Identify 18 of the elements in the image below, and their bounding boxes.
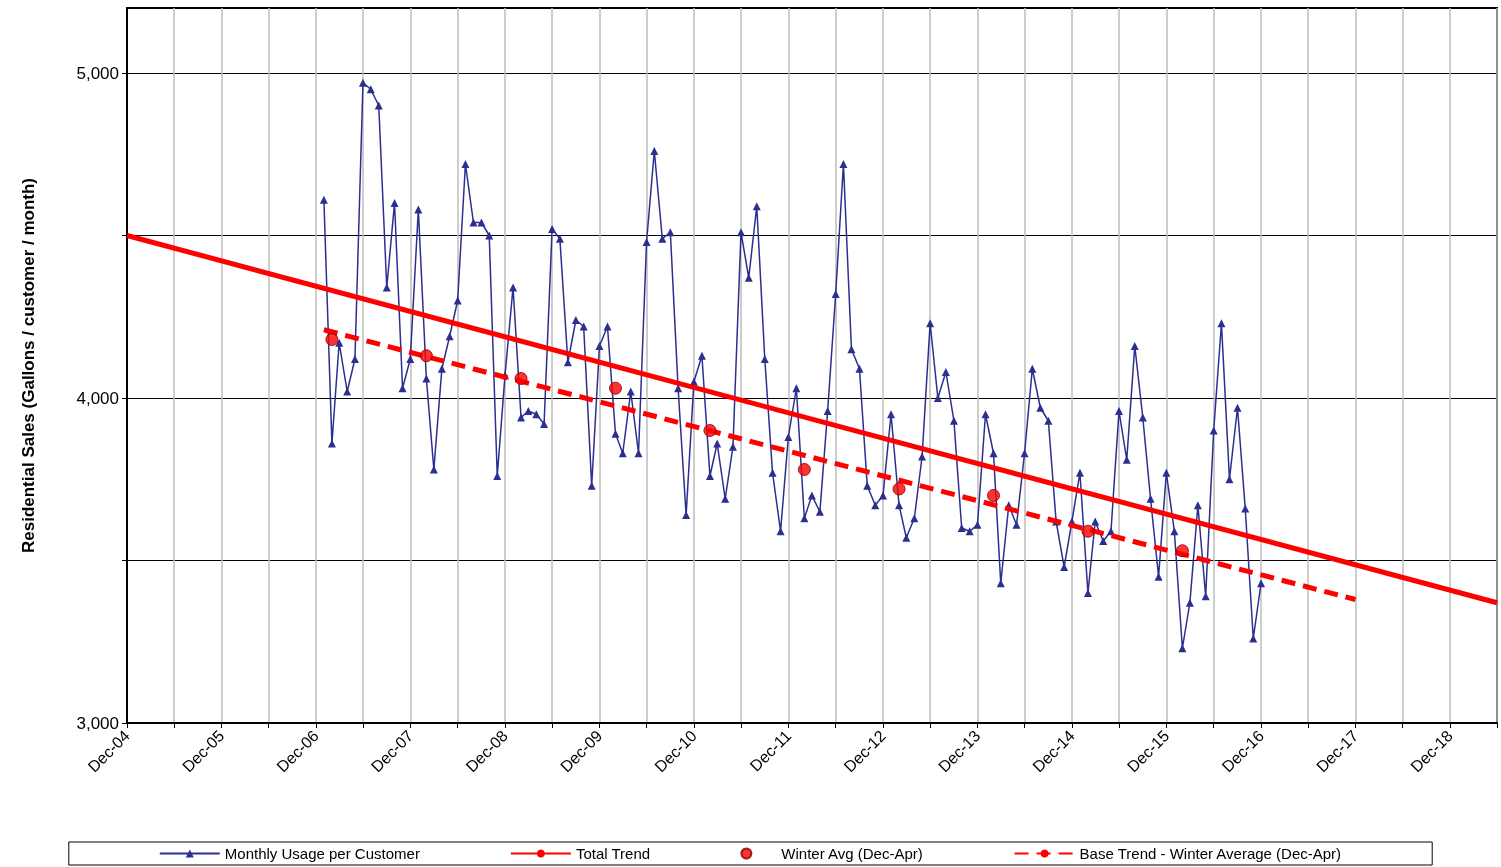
y-axis-title: Residential Sales (Gallons / customer / month) xyxy=(19,177,38,554)
y-tick-label: 5,000 xyxy=(76,63,119,83)
point xyxy=(419,349,433,363)
legend-label: Winter Avg (Dec-Apr) xyxy=(781,845,923,862)
point xyxy=(325,333,339,346)
point xyxy=(892,482,906,496)
point xyxy=(987,489,1000,502)
legend-label: Base Trend - Winter Average (Dec-Apr) xyxy=(1079,845,1342,862)
y-tick-label: 4,000 xyxy=(76,388,119,408)
legend-label: Total Trend xyxy=(575,845,651,862)
point xyxy=(703,424,717,437)
legend-label: Monthly Usage per Customer xyxy=(224,845,420,862)
point xyxy=(609,381,622,395)
point xyxy=(514,372,528,385)
point xyxy=(1175,544,1189,558)
point xyxy=(1081,524,1095,538)
y-tick-label: 3,000 xyxy=(76,713,119,733)
point xyxy=(797,463,811,476)
